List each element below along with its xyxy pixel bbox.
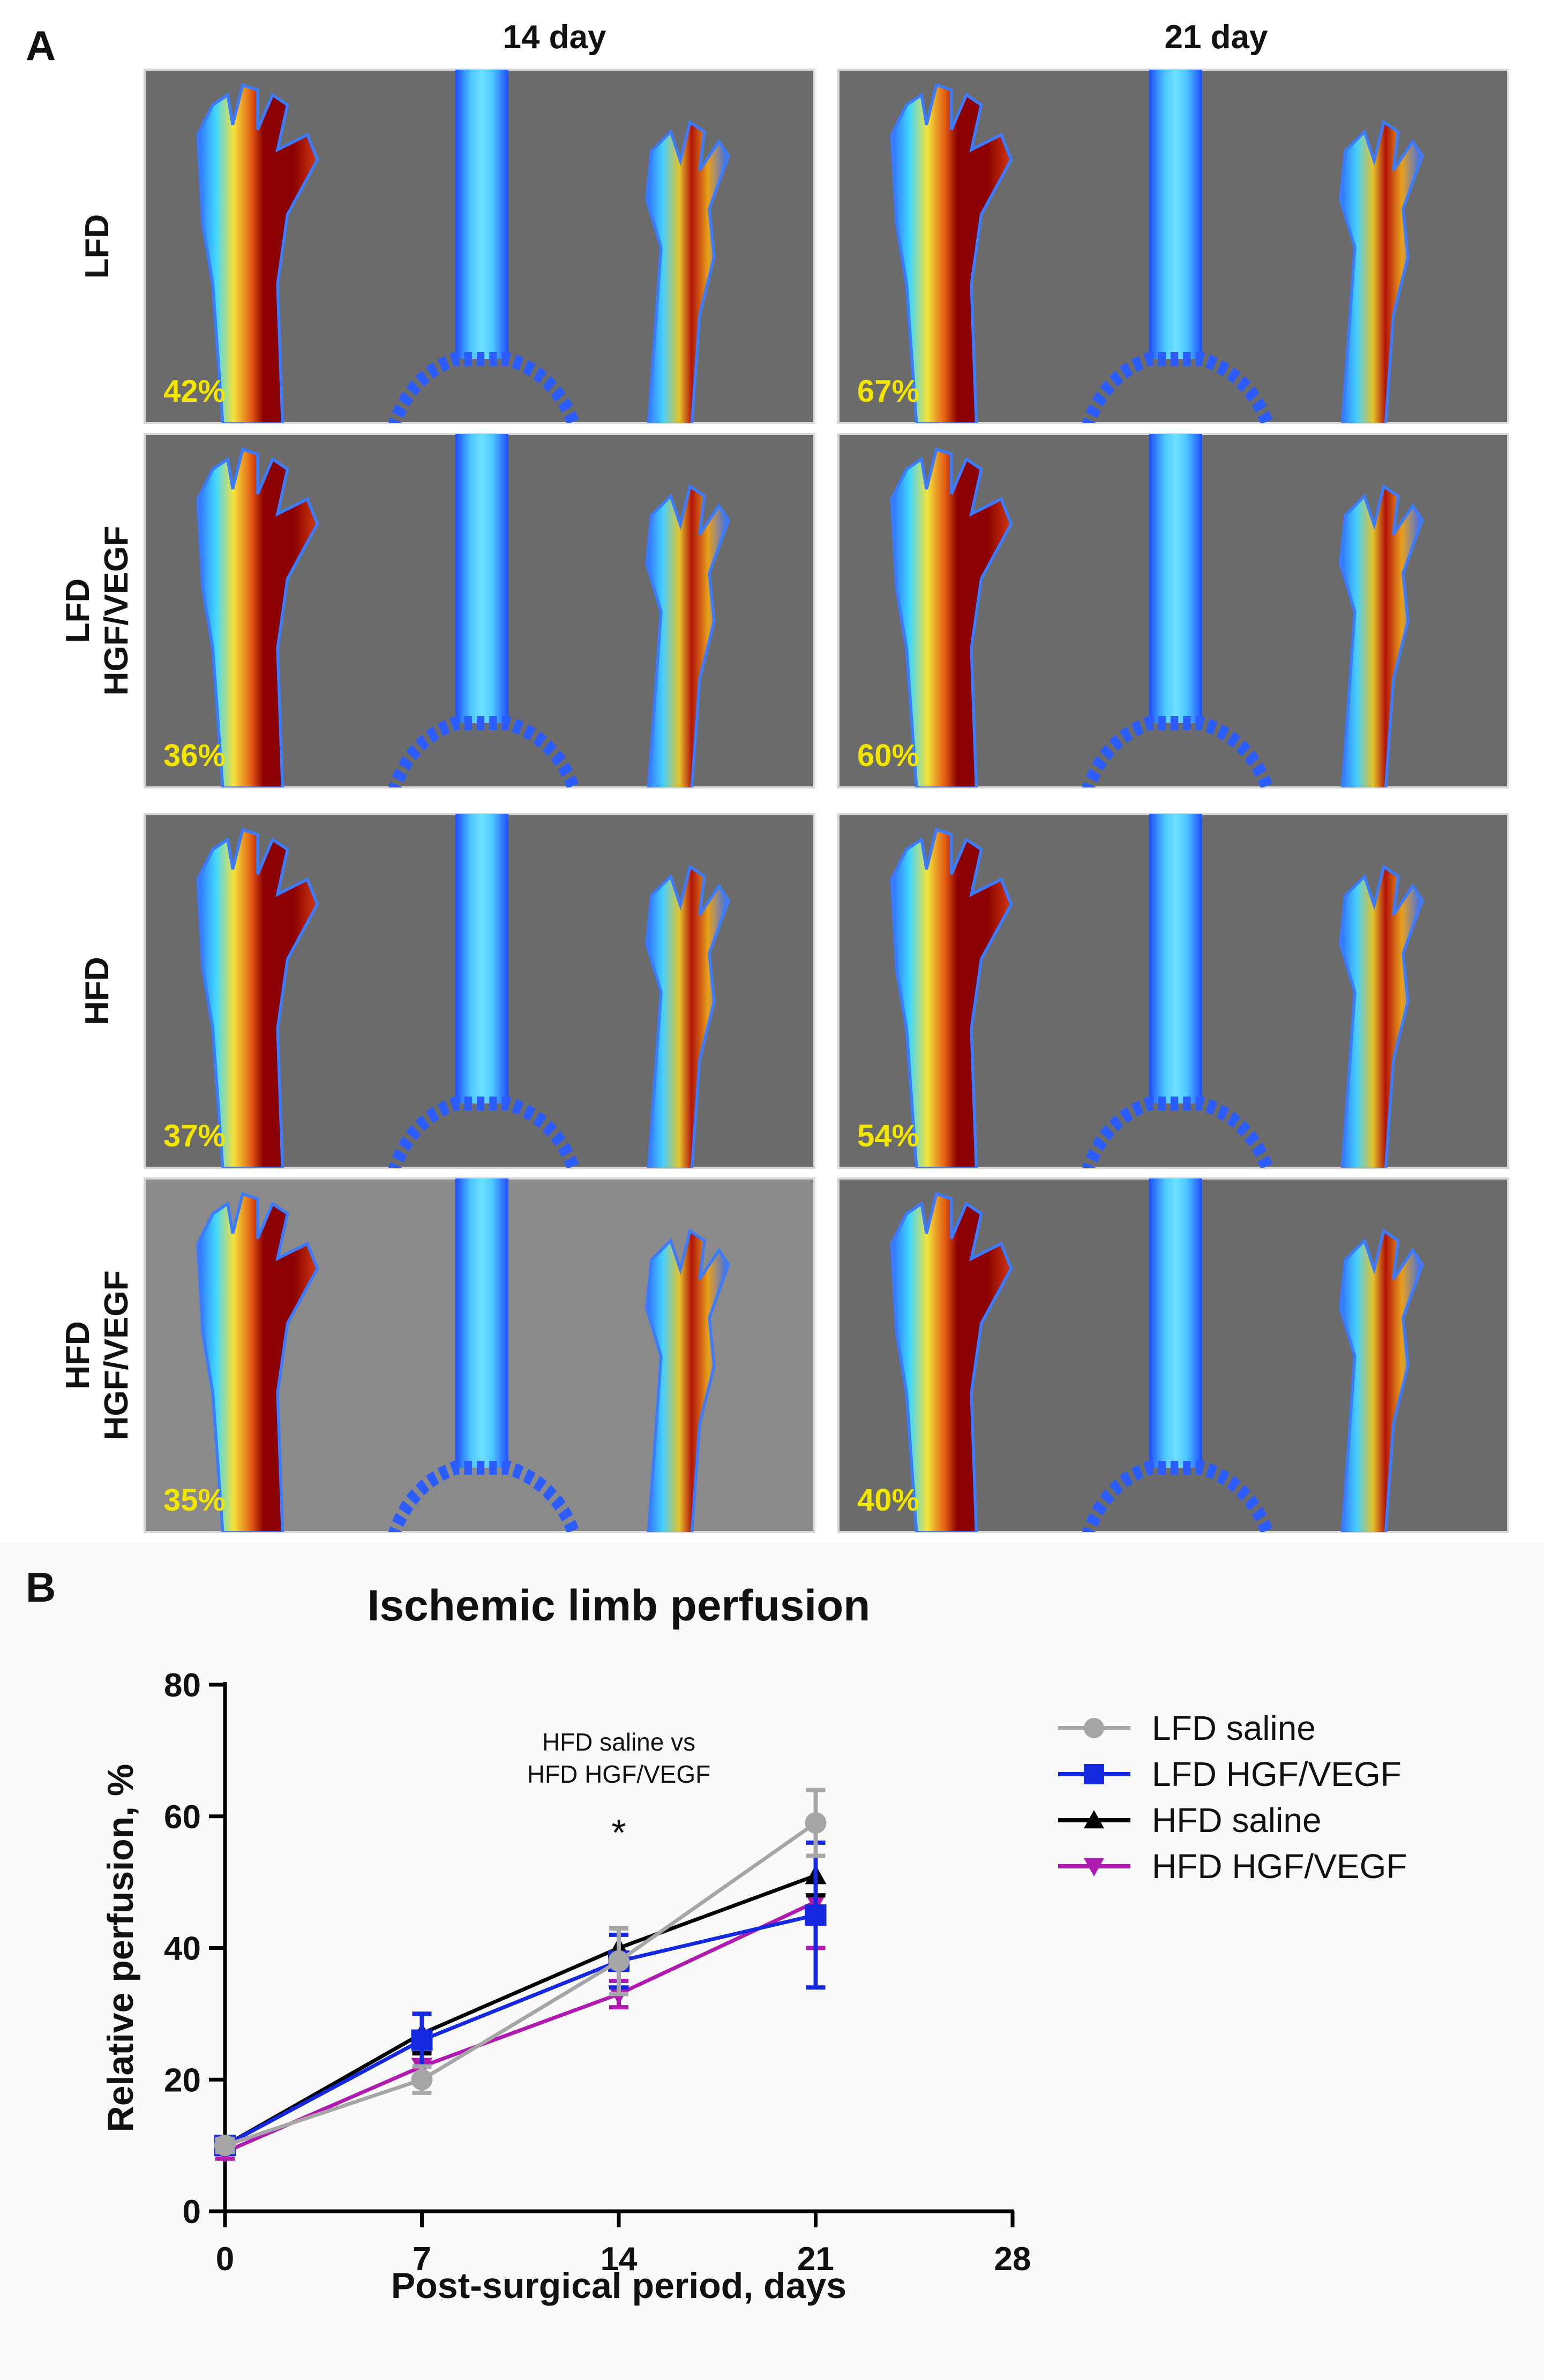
perfusion-percent: 37%	[163, 1118, 226, 1153]
row-label-line: LFD	[59, 579, 96, 643]
column-header: 21 day	[1164, 19, 1268, 56]
row-label-line: LFD	[79, 214, 116, 279]
perfusion-image-tile: 36%	[144, 433, 815, 789]
panel-a-label: A	[26, 22, 56, 69]
row-label-line: HFD	[79, 957, 116, 1025]
row-label-line: HFD	[59, 1321, 96, 1389]
series-line	[224, 1913, 816, 2148]
legend-label: LFD saline	[1152, 1709, 1316, 1747]
y-axis-label: Relative perfusion, %	[100, 1764, 141, 2133]
data-point	[805, 1904, 827, 1926]
row-label: HFD HGF/VEGF	[59, 1271, 135, 1440]
y-tick-label: 80	[164, 1667, 201, 1704]
chart-background	[0, 1543, 1544, 2380]
annotation-text: HFD saline vs	[542, 1728, 695, 1756]
data-point	[411, 2029, 433, 2051]
series-line	[224, 1821, 817, 2148]
x-tick-label: 14	[601, 2241, 638, 2278]
perfusion-percent: 35%	[163, 1483, 226, 1518]
column-header: 14 day	[503, 19, 606, 56]
y-tick-label: 0	[183, 2194, 201, 2231]
row-label: LFD	[79, 214, 116, 279]
legend-marker	[1084, 1718, 1104, 1738]
data-point	[411, 2069, 433, 2091]
significance-marker: *	[611, 1812, 626, 1853]
perfusion-percent: 40%	[857, 1483, 919, 1518]
legend-label: HFD saline	[1152, 1801, 1322, 1840]
x-axis-label: Post-surgical period, days	[391, 2265, 846, 2306]
legend-marker	[1084, 1810, 1104, 1829]
perfusion-percent: 36%	[163, 738, 226, 773]
series-line	[224, 1900, 816, 2154]
y-tick-label: 20	[164, 2062, 201, 2099]
perfusion-image-tile: 67%	[837, 69, 1509, 424]
panel-b-label: B	[26, 1564, 56, 1611]
series-0	[214, 1788, 827, 2157]
legend-marker	[1084, 1858, 1104, 1876]
x-tick-label: 28	[994, 2241, 1031, 2278]
legend: LFD saline LFD HGF/VEGF HFD saline HFD HGF/…	[1058, 1709, 1407, 1886]
perfusion-percent: 60%	[857, 738, 919, 773]
row-label: HFD	[79, 957, 116, 1025]
x-tick-label: 0	[216, 2241, 234, 2278]
row-label-line: HGF/VEGF	[98, 1271, 135, 1440]
perfusion-image-tile: 37%	[144, 813, 815, 1169]
legend-label: HFD HGF/VEGF	[1152, 1847, 1407, 1886]
y-tick-label: 60	[164, 1799, 201, 1836]
perfusion-percent: 67%	[857, 374, 919, 409]
perfusion-image-tile: 35%	[144, 1177, 815, 1533]
chart-title: Ischemic limb perfusion	[368, 1581, 871, 1630]
legend-marker	[1084, 1764, 1104, 1784]
row-label-line: HGF/VEGF	[98, 526, 135, 696]
data-point	[608, 1950, 629, 1972]
perfusion-percent: 42%	[163, 374, 226, 409]
data-point	[805, 1812, 827, 1834]
y-tick-label: 40	[164, 1931, 201, 1968]
perfusion-percent: 54%	[857, 1118, 919, 1153]
x-tick-label: 21	[797, 2241, 834, 2278]
perfusion-image-tile: 60%	[837, 433, 1509, 789]
x-tick-label: 7	[413, 2241, 431, 2278]
perfusion-image-tile: 42%	[144, 69, 815, 424]
series-line	[224, 1874, 816, 2148]
legend-label: LFD HGF/VEGF	[1152, 1755, 1401, 1793]
chart: B Ischemic limb perfusion 0 20 40 60 80 0 7 14 21 2…	[0, 1543, 1544, 2380]
perfusion-image-tile: 54%	[837, 813, 1509, 1169]
row-label: LFD HGF/VEGF	[59, 526, 135, 696]
perfusion-image-tile: 40%	[837, 1177, 1509, 1533]
annotation-text: HFD HGF/VEGF	[527, 1760, 710, 1788]
data-point	[214, 2135, 236, 2157]
